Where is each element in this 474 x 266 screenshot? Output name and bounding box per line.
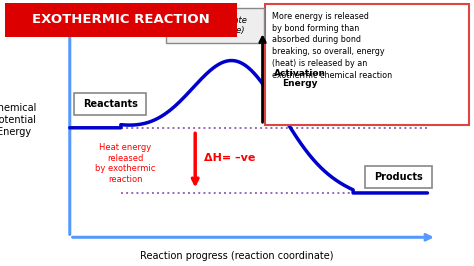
Text: More energy is released
by bond forming than
absorbed during bond
breaking, so o: More energy is released by bond forming … xyxy=(272,12,392,80)
FancyBboxPatch shape xyxy=(5,3,237,36)
Text: Reaction progress (reaction coordinate): Reaction progress (reaction coordinate) xyxy=(140,251,334,261)
Text: ΔH= –ve: ΔH= –ve xyxy=(204,153,256,163)
FancyBboxPatch shape xyxy=(265,4,469,125)
Text: EXOTHERMIC REACTION: EXOTHERMIC REACTION xyxy=(32,13,210,26)
FancyBboxPatch shape xyxy=(365,165,432,188)
Text: Heat energy
released
by exothermic
reaction: Heat energy released by exothermic react… xyxy=(95,143,155,184)
Text: Activation
Energy: Activation Energy xyxy=(274,69,326,88)
Text: Reactants: Reactants xyxy=(83,99,138,109)
FancyBboxPatch shape xyxy=(166,9,264,43)
Text: Chemical
Potential
Energy: Chemical Potential Energy xyxy=(0,103,36,136)
FancyBboxPatch shape xyxy=(74,93,146,115)
Text: Transition state
(intermediate): Transition state (intermediate) xyxy=(182,16,247,35)
Text: Products: Products xyxy=(374,172,422,182)
